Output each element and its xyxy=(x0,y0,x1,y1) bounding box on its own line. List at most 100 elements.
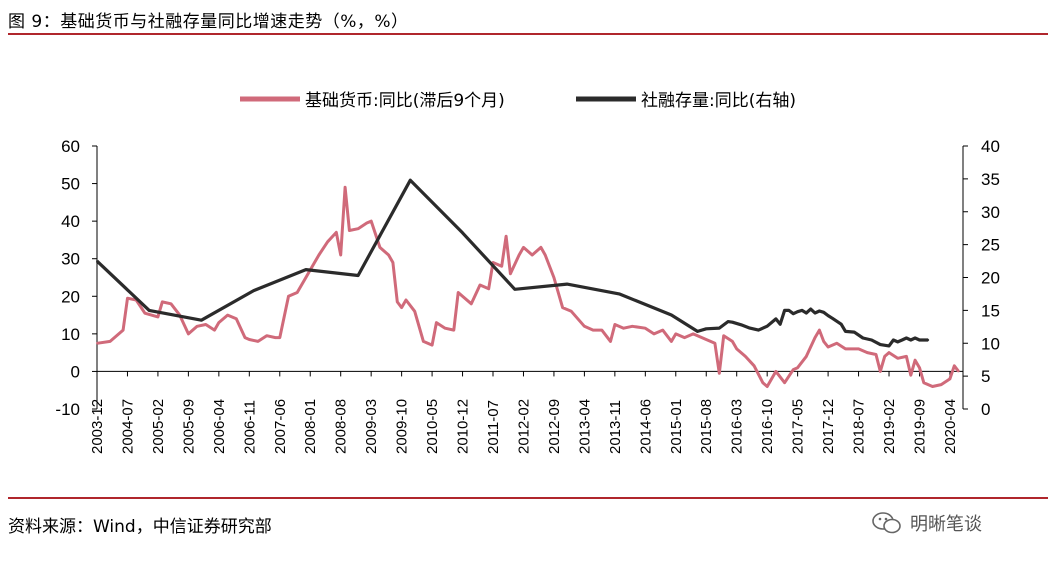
data-point xyxy=(948,377,951,380)
data-point xyxy=(109,340,112,343)
data-point xyxy=(722,334,725,337)
x-tick-label: 2013-04 xyxy=(576,399,593,454)
data-point xyxy=(805,312,808,314)
data-point xyxy=(217,321,220,324)
data-point xyxy=(265,334,268,337)
data-point xyxy=(761,381,764,384)
series-points-tsf xyxy=(96,179,930,347)
data-point xyxy=(96,260,98,263)
data-point xyxy=(252,289,255,292)
data-point xyxy=(357,274,360,277)
data-point xyxy=(696,330,699,333)
data-point xyxy=(713,342,716,345)
data-point xyxy=(692,332,695,335)
series-points-base-money xyxy=(96,186,960,388)
data-point xyxy=(927,339,930,341)
data-point xyxy=(583,325,586,328)
data-point xyxy=(896,357,899,360)
data-point xyxy=(783,309,786,312)
data-point xyxy=(861,337,864,339)
data-point xyxy=(296,291,299,294)
data-point xyxy=(244,336,246,339)
data-point xyxy=(940,383,943,386)
data-point xyxy=(566,283,568,286)
data-point xyxy=(143,312,146,315)
data-point xyxy=(740,323,743,326)
data-point xyxy=(792,368,795,371)
x-tick-label: 2003-12 xyxy=(89,399,106,454)
data-point xyxy=(570,310,573,313)
data-point xyxy=(822,311,825,314)
data-point xyxy=(122,329,125,332)
right-tick-label: 30 xyxy=(981,203,1000,222)
data-point xyxy=(718,327,721,330)
data-point xyxy=(835,342,838,345)
data-point xyxy=(892,339,895,341)
data-point xyxy=(413,310,416,313)
x-tick-label: 2016-03 xyxy=(729,399,746,454)
data-point xyxy=(161,300,164,303)
data-point xyxy=(705,327,708,330)
data-point xyxy=(431,344,434,347)
data-point xyxy=(335,231,338,234)
data-point xyxy=(805,355,808,358)
x-tick-label: 2012-02 xyxy=(515,399,532,454)
data-point xyxy=(909,339,912,341)
left-tick-label: 10 xyxy=(61,325,80,344)
data-point xyxy=(631,325,634,328)
right-tick-label: 15 xyxy=(981,301,1000,320)
data-point xyxy=(518,254,521,256)
data-point xyxy=(378,246,381,249)
data-point xyxy=(840,323,843,326)
data-point xyxy=(683,336,686,339)
data-point xyxy=(787,309,790,312)
left-tick-label: 40 xyxy=(61,212,80,231)
x-tick-label: 2008-08 xyxy=(333,399,350,454)
data-point xyxy=(914,337,917,339)
data-point xyxy=(896,340,899,343)
data-point xyxy=(348,229,351,232)
data-point xyxy=(753,364,756,367)
data-point xyxy=(357,227,360,230)
data-point xyxy=(905,355,908,358)
data-point xyxy=(766,385,769,388)
data-point xyxy=(735,347,738,350)
x-tick-label: 2006-04 xyxy=(211,399,228,454)
data-point xyxy=(866,351,869,354)
data-point xyxy=(953,364,956,367)
left-tick-label: 0 xyxy=(71,362,80,381)
data-point xyxy=(304,276,307,279)
watermark: 明晰笔谈 xyxy=(872,510,982,536)
right-tick-label: 35 xyxy=(981,170,1000,189)
x-tick-label: 2009-10 xyxy=(394,399,411,454)
data-point xyxy=(248,338,251,341)
left-tick-label: 30 xyxy=(61,250,80,269)
x-tick-label: 2007-06 xyxy=(272,399,289,454)
data-point xyxy=(914,359,917,362)
data-point xyxy=(918,366,921,369)
data-point xyxy=(513,288,516,291)
data-point xyxy=(396,300,399,303)
data-point xyxy=(613,323,616,326)
data-point xyxy=(287,295,290,298)
data-point xyxy=(827,314,830,317)
data-point xyxy=(365,222,368,224)
legend-label-tsf: 社融存量:同比(右轴) xyxy=(641,91,796,111)
data-point xyxy=(278,336,281,339)
data-point xyxy=(818,329,821,332)
data-point xyxy=(487,287,490,290)
x-tick-label: 2010-05 xyxy=(424,399,441,454)
data-point xyxy=(148,309,151,312)
data-point xyxy=(339,254,342,256)
data-point xyxy=(888,351,890,354)
data-point xyxy=(883,355,886,358)
data-point xyxy=(918,339,921,341)
data-point xyxy=(452,329,455,332)
data-point xyxy=(831,317,834,320)
data-point xyxy=(156,315,159,318)
data-point xyxy=(653,332,655,335)
wechat-icon xyxy=(872,512,901,534)
x-tick-label: 2020-04 xyxy=(942,399,959,454)
left-tick-label: -10 xyxy=(55,400,80,419)
